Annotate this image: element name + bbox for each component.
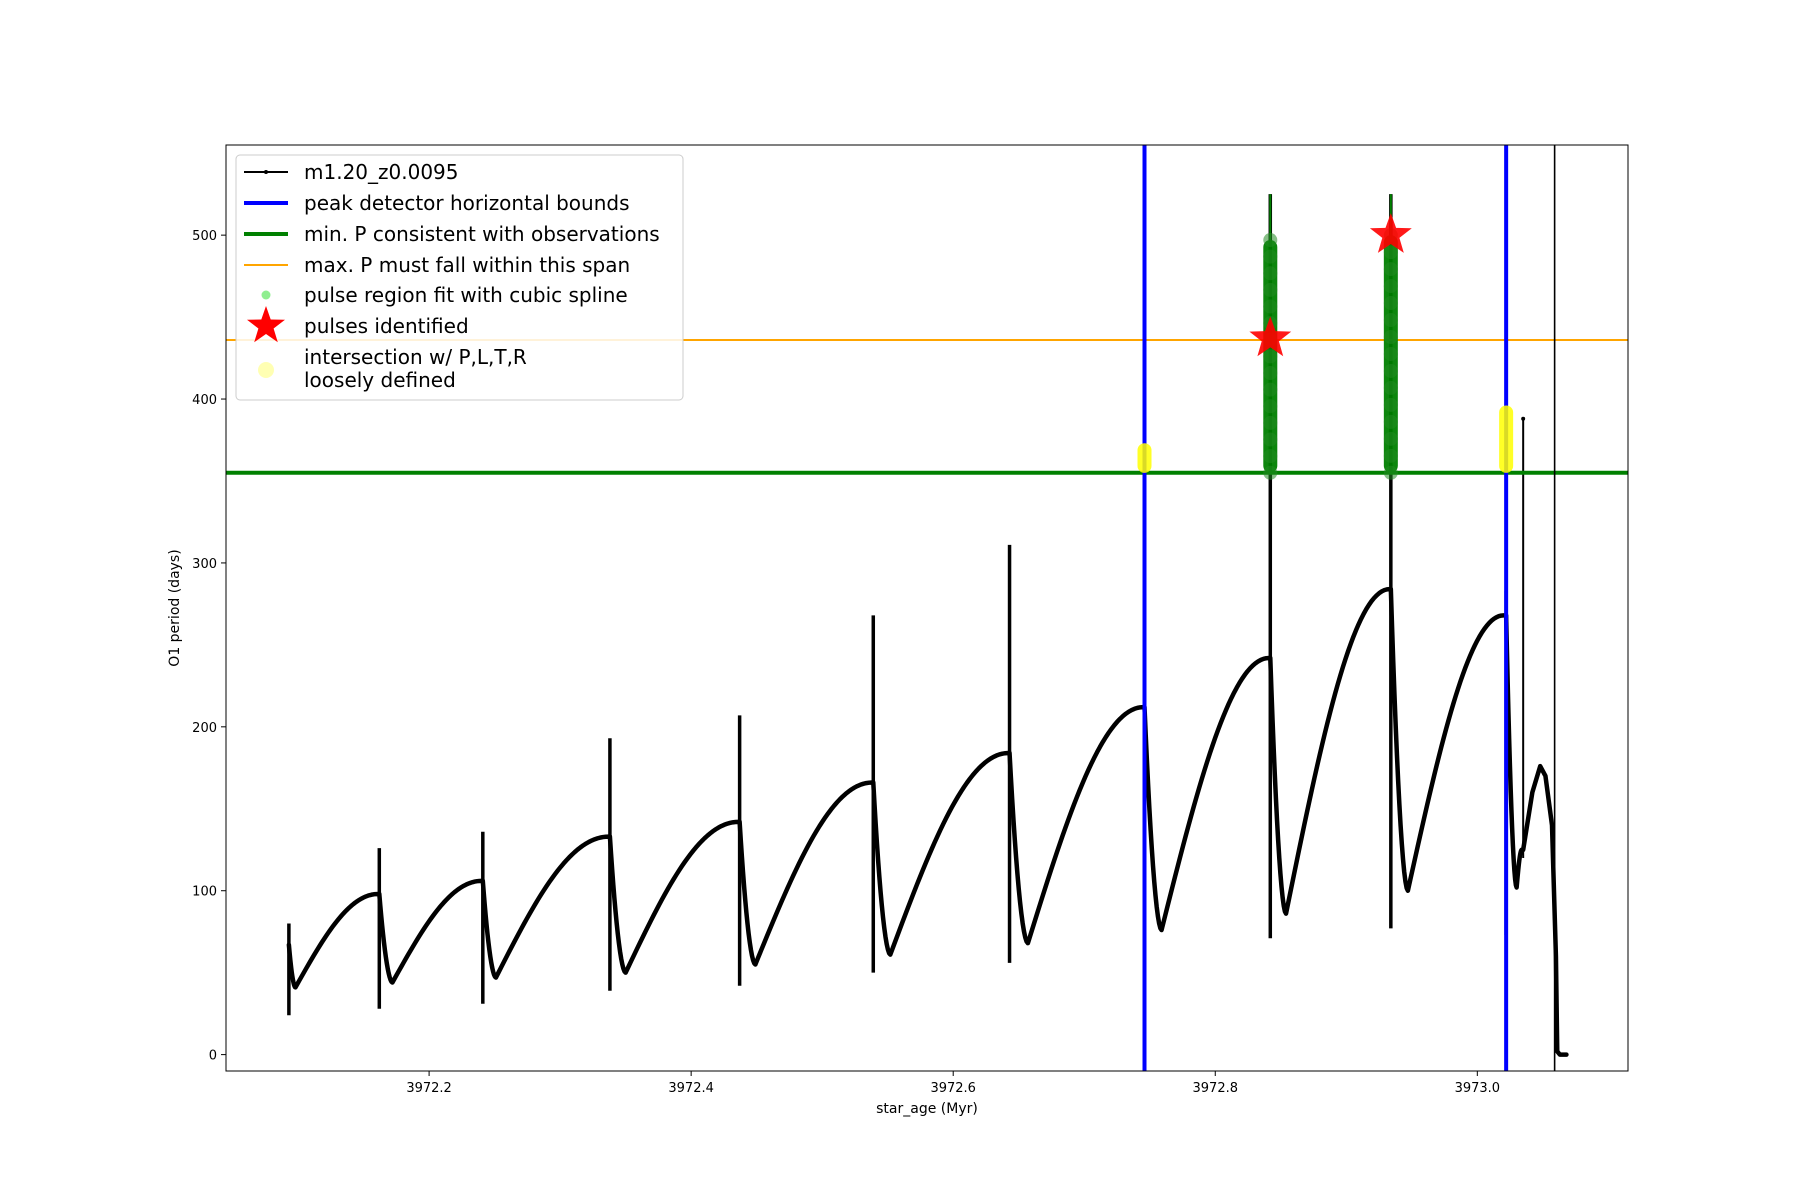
legend-handle [261, 290, 271, 300]
x-axis-label: star_age (Myr) [876, 1101, 978, 1117]
x-tick-label: 3972.8 [1193, 1081, 1239, 1096]
legend-handle [247, 306, 285, 343]
series-point [1521, 416, 1526, 421]
pulse-point [1383, 296, 1398, 311]
legend-handle-marker [264, 170, 268, 174]
y-tick-label: 400 [192, 393, 217, 408]
y-tick-label: 0 [209, 1049, 217, 1064]
legend-handle [258, 362, 274, 378]
legend-label: max. P must fall within this span [304, 253, 630, 277]
x-tick-label: 3973.0 [1455, 1081, 1501, 1096]
legend-label: m1.20_z0.0095 [304, 160, 459, 184]
pulse-star [1369, 213, 1412, 253]
pulse-point [1383, 329, 1398, 344]
x-tick-label: 3972.6 [930, 1081, 976, 1096]
y-tick-label: 500 [192, 229, 217, 244]
pulse-point [1263, 233, 1278, 248]
pulse-point [1383, 448, 1398, 463]
pulse-point [1263, 449, 1278, 464]
pulse-point [1383, 245, 1398, 260]
y-tick-label: 200 [192, 721, 217, 736]
pulse-point [1263, 366, 1278, 381]
y-axis-label: O1 period (days) [167, 549, 183, 666]
plot-area [226, 145, 1628, 1071]
legend-label: peak detector horizontal bounds [304, 191, 630, 215]
series-line [286, 586, 1569, 1057]
y-tick-label: 100 [192, 885, 217, 900]
pulse-point [1383, 380, 1398, 395]
x-tick-label: 3972.2 [406, 1081, 452, 1096]
pulse-point [1383, 279, 1398, 294]
pulse-point [1263, 299, 1278, 314]
pulse-point [1263, 432, 1278, 447]
pulse-point [1263, 282, 1278, 297]
pulse-point [1263, 415, 1278, 430]
pulse-point [1383, 346, 1398, 361]
pulse-point [1383, 431, 1398, 446]
legend-label: min. P consistent with observations [304, 222, 660, 246]
pulse-point [1263, 249, 1278, 264]
pulse-point [1383, 465, 1398, 480]
x-axis: 3972.2 3972.4 3972.6 3972.8 3973.0 [406, 1071, 1500, 1096]
intersection-marker [1137, 443, 1152, 473]
x-tick-label: 3972.4 [668, 1081, 714, 1096]
legend-label: intersection w/ P,L,T,R loosely defined [304, 345, 527, 392]
plot-frame [225, 144, 1629, 1072]
pulse-point [1383, 313, 1398, 328]
pulse-star [1249, 316, 1292, 357]
y-tick-label: 300 [192, 557, 217, 572]
pulse-point [1263, 465, 1278, 480]
pulse-point [1263, 382, 1278, 397]
pulse-point [1383, 262, 1398, 277]
legend-label: pulse region fit with cubic spline [304, 283, 628, 307]
pulse-point [1263, 349, 1278, 364]
pulse-point [1383, 414, 1398, 429]
pulse-point [1263, 266, 1278, 281]
intersection-marker [1499, 405, 1514, 473]
legend-label: pulses identified [304, 314, 469, 338]
y-axis: 0 100 200 300 400 500 [192, 229, 226, 1064]
pulse-point [1383, 397, 1398, 412]
pulse-point [1263, 399, 1278, 414]
pulse-point [1383, 363, 1398, 378]
legend-box [235, 154, 684, 401]
